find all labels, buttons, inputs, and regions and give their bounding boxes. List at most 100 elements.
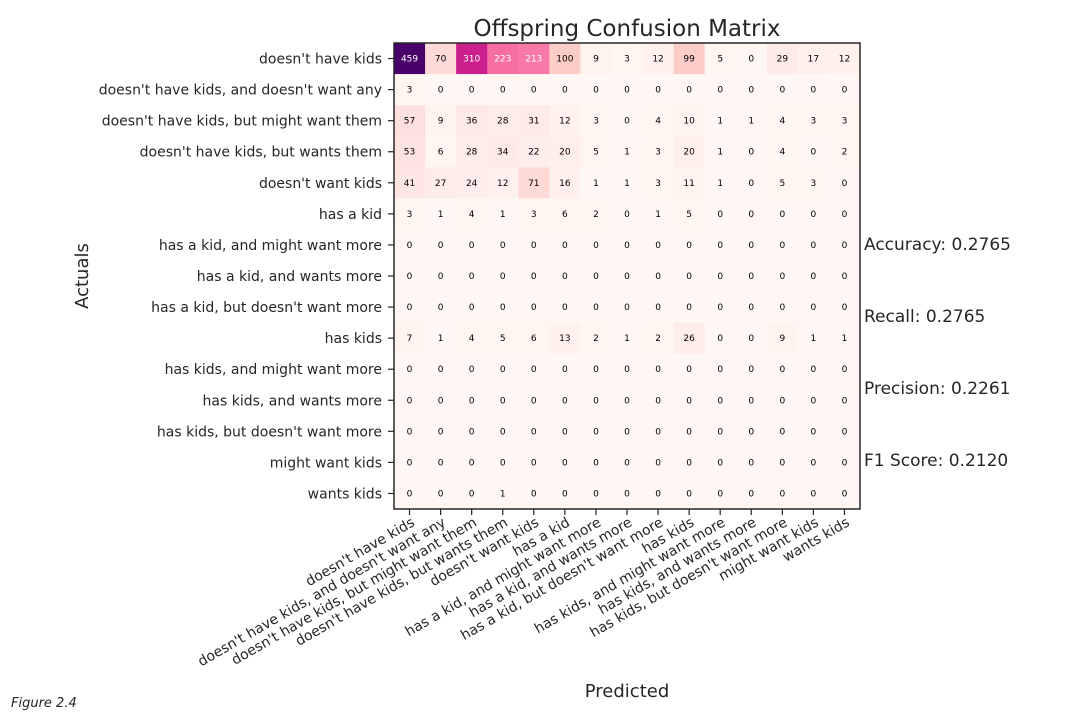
heatmap-cell [425, 446, 457, 479]
cell-value-label: 3 [593, 117, 599, 127]
heatmap-cell [735, 477, 768, 510]
cell-value-label: 36 [466, 117, 478, 127]
cell-value-label: 29 [777, 55, 789, 65]
cell-value-label: 0 [717, 272, 723, 282]
cell-value-label: 0 [717, 427, 723, 437]
cell-value-label: 0 [779, 427, 785, 437]
heatmap-cell [828, 322, 861, 355]
heatmap-cell [642, 136, 675, 168]
heatmap-cell [673, 415, 706, 448]
heatmap-cell [828, 260, 861, 293]
heatmap-cell [487, 167, 519, 199]
heatmap-cell [456, 477, 488, 510]
cell-value-label: 0 [593, 489, 599, 499]
heatmap-cell [549, 322, 581, 355]
heatmap-cell [766, 353, 799, 386]
heatmap-cell [549, 198, 581, 230]
cell-value-label: 0 [811, 272, 817, 282]
heatmap-cell [642, 353, 675, 386]
cell-value-label: 1 [811, 334, 817, 344]
cell-value-label: 0 [748, 210, 754, 220]
heatmap-cell [580, 74, 612, 106]
heatmap-cell [735, 74, 768, 106]
cell-value-label: 0 [593, 303, 599, 313]
cell-value-label: 0 [811, 458, 817, 468]
heatmap-cell [487, 353, 519, 386]
heatmap-cell [735, 446, 768, 479]
cell-value-label: 12 [497, 179, 508, 189]
heatmap-cell [487, 43, 519, 75]
heatmap-cell [487, 260, 519, 293]
heatmap-cell [456, 291, 488, 324]
precision-metric: Precision: 0.2261 [864, 379, 1011, 399]
cell-value-label: 0 [717, 396, 723, 406]
heatmap-cell [425, 322, 457, 355]
heatmap-cell [642, 477, 675, 510]
heatmap-cell [611, 105, 644, 137]
heatmap-cell [797, 43, 830, 75]
heatmap-cell [704, 136, 737, 168]
cell-value-label: 0 [779, 489, 785, 499]
cell-value-label: 0 [407, 427, 413, 437]
heatmap-cells [394, 43, 861, 510]
cell-value-label: 0 [779, 210, 785, 220]
heatmap-cell [549, 477, 581, 510]
heatmap-cell [766, 446, 799, 479]
heatmap-cell [518, 260, 550, 293]
cell-value-label: 0 [593, 241, 599, 251]
cell-value-label: 0 [531, 303, 537, 313]
heatmap-cell [549, 384, 581, 417]
cell-value-label: 0 [469, 303, 475, 313]
heatmap-cell [425, 105, 457, 137]
heatmap-cell [611, 446, 644, 479]
cell-value-label: 0 [469, 396, 475, 406]
heatmap-cell [425, 229, 457, 261]
cell-value-label: 0 [531, 458, 537, 468]
y-tick-label: doesn't have kids, but wants them [140, 145, 382, 161]
cell-value-label: 0 [779, 458, 785, 468]
cell-value-label: 0 [748, 148, 754, 158]
cell-value-label: 0 [438, 86, 444, 96]
cell-value-label: 0 [438, 427, 444, 437]
cell-value-label: 0 [562, 272, 568, 282]
heatmap-cell [642, 105, 675, 137]
heatmap-cell [456, 446, 488, 479]
cell-value-label: 1 [717, 179, 723, 189]
heatmap-cell [797, 167, 830, 199]
heatmap-cell [580, 291, 612, 324]
y-tick-label: might want kids [270, 455, 382, 471]
heatmap-cell [828, 291, 861, 324]
heatmap-cell [828, 446, 861, 479]
heatmap-cell [704, 43, 737, 75]
heatmap-cell [487, 198, 519, 230]
heatmap-cell [580, 198, 612, 230]
cell-value-label: 0 [469, 272, 475, 282]
cell-value-label: 9 [438, 117, 444, 127]
heatmap-cell [394, 260, 426, 293]
cell-value-label: 1 [748, 117, 754, 127]
cell-value-label: 0 [531, 396, 537, 406]
heatmap-cell [394, 198, 426, 230]
cell-value-label: 0 [531, 86, 537, 96]
cell-value-label: 3 [624, 55, 630, 65]
heatmap-cell [394, 384, 426, 417]
cell-value-label: 0 [593, 272, 599, 282]
heatmap-cell [518, 74, 550, 106]
cell-value-label: 0 [655, 427, 661, 437]
cell-value-label: 0 [593, 86, 599, 96]
cell-value-label: 0 [779, 365, 785, 375]
cell-value-label: 0 [531, 489, 537, 499]
cell-value-label: 1 [842, 334, 848, 344]
heatmap-cell [611, 229, 644, 261]
cell-value-label: 3 [811, 179, 817, 189]
heatmap-cell [394, 136, 426, 168]
heatmap-cell [456, 198, 488, 230]
heatmap-cell [766, 167, 799, 199]
cell-value-label: 1 [438, 210, 444, 220]
cell-value-label: 0 [562, 427, 568, 437]
heatmap-cell [394, 353, 426, 386]
cell-value-label: 0 [811, 365, 817, 375]
cell-value-label: 20 [559, 148, 571, 158]
heatmap-cell [611, 291, 644, 324]
